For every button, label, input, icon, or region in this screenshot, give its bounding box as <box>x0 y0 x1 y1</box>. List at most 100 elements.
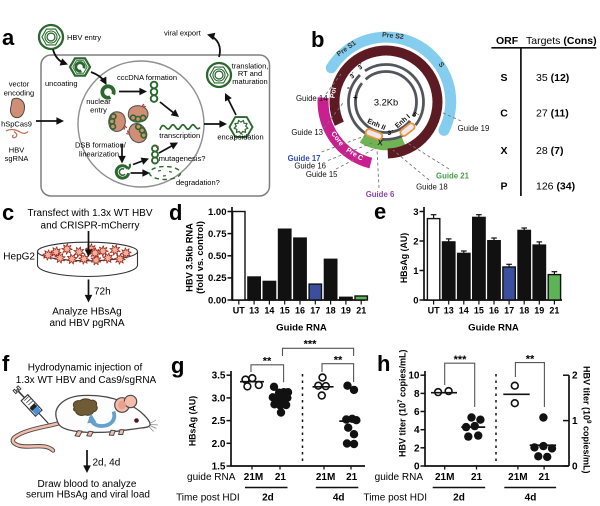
svg-text:X: X <box>500 145 507 157</box>
svg-text:encoding: encoding <box>4 89 34 98</box>
svg-text:UT: UT <box>428 305 440 315</box>
svg-text:2: 2 <box>414 443 420 454</box>
svg-text:16: 16 <box>489 305 499 315</box>
svg-text:and CRISPR-mCherry: and CRISPR-mCherry <box>41 221 140 232</box>
svg-text:2d: 2d <box>262 493 274 504</box>
svg-text:sgRNA: sgRNA <box>5 154 29 163</box>
svg-text:3.2Kb: 3.2Kb <box>374 98 398 108</box>
svg-text:HBV titer (109 copies/mL): HBV titer (109 copies/mL) <box>582 366 593 474</box>
svg-text:72h: 72h <box>94 287 111 298</box>
svg-text:Guide RNA: Guide RNA <box>276 323 327 334</box>
svg-text:HBV 3.5kb RNA: HBV 3.5kb RNA <box>185 223 195 292</box>
svg-text:0: 0 <box>572 462 578 473</box>
svg-text:S: S <box>437 61 446 69</box>
svg-text:5´: 5´ <box>411 111 420 120</box>
svg-text:Time post HDI: Time post HDI <box>363 493 427 504</box>
svg-text:Guide 18: Guide 18 <box>416 183 448 192</box>
svg-text:Transfect with 1.3x WT HBV: Transfect with 1.3x WT HBV <box>27 208 152 219</box>
svg-text:guide RNA: guide RNA <box>375 472 424 483</box>
svg-text:HepG2: HepG2 <box>3 252 35 263</box>
svg-text:3´: 3´ <box>349 71 358 80</box>
svg-text:vector: vector <box>9 80 30 89</box>
svg-text:HBsAg (AU): HBsAg (AU) <box>188 396 198 446</box>
svg-text:Guide 21: Guide 21 <box>436 172 470 181</box>
svg-text:3.5: 3.5 <box>212 371 226 382</box>
svg-text:f: f <box>2 351 10 376</box>
svg-text:**: ** <box>526 353 535 365</box>
svg-text:21: 21 <box>471 472 483 483</box>
svg-text:17: 17 <box>504 305 514 315</box>
svg-text:Analyze HBsAg: Analyze HBsAg <box>52 307 121 318</box>
svg-text:HBV: HBV <box>9 146 24 155</box>
svg-text:translation,: translation, <box>232 61 269 70</box>
svg-text:126 (34): 126 (34) <box>536 181 575 193</box>
svg-text:0: 0 <box>413 295 418 306</box>
svg-text:17: 17 <box>310 305 320 315</box>
svg-text:nuclear: nuclear <box>86 97 111 106</box>
svg-text:0.00: 0.00 <box>208 295 227 306</box>
svg-text:serum HBsAg and viral load: serum HBsAg and viral load <box>26 490 150 501</box>
svg-text:encapsidation: encapsidation <box>217 133 263 142</box>
svg-text:8: 8 <box>414 389 420 400</box>
svg-text:18: 18 <box>519 305 529 315</box>
svg-text:guide RNA: guide RNA <box>187 472 236 483</box>
svg-text:Guide 15: Guide 15 <box>306 170 338 179</box>
svg-text:35 (12): 35 (12) <box>536 72 569 84</box>
svg-text:Pol: Pol <box>329 87 338 99</box>
svg-text:b: b <box>311 27 324 52</box>
svg-text:21: 21 <box>275 472 287 483</box>
svg-text:1: 1 <box>572 416 578 427</box>
svg-text:15: 15 <box>474 305 484 315</box>
svg-text:Hydrodynamic injection of: Hydrodynamic injection of <box>28 363 143 374</box>
svg-text:0: 0 <box>414 462 420 473</box>
svg-text:C: C <box>500 108 508 120</box>
svg-text:3´: 3´ <box>357 62 366 71</box>
svg-text:X: X <box>377 138 383 148</box>
svg-text:-: - <box>347 83 350 92</box>
svg-text:0.75: 0.75 <box>208 229 227 240</box>
svg-text:degradation?: degradation? <box>176 178 220 187</box>
svg-text:6: 6 <box>414 407 420 418</box>
svg-text:(fold vs. control): (fold vs. control) <box>195 221 205 294</box>
svg-text:3: 3 <box>413 207 418 218</box>
svg-text:**: ** <box>263 356 272 368</box>
svg-text:14: 14 <box>264 305 274 315</box>
svg-text:4d: 4d <box>333 493 345 504</box>
svg-text:g: g <box>171 353 184 378</box>
svg-text:2d: 2d <box>453 493 465 504</box>
svg-text:c: c <box>2 200 14 225</box>
svg-text:21: 21 <box>346 472 358 483</box>
svg-text:21M: 21M <box>435 472 454 483</box>
svg-text:transcription: transcription <box>159 131 200 140</box>
svg-text:Guide 17: Guide 17 <box>288 154 321 163</box>
svg-text:1.3x WT HBV and Cas9/sgRNA: 1.3x WT HBV and Cas9/sgRNA <box>16 375 157 386</box>
svg-text:entry: entry <box>90 105 107 114</box>
svg-text:viral export: viral export <box>164 28 202 37</box>
svg-text:4: 4 <box>414 425 420 436</box>
svg-text:h: h <box>377 351 390 376</box>
svg-text:Targets (Cons): Targets (Cons) <box>526 35 597 47</box>
svg-text:Guide 19: Guide 19 <box>458 124 490 133</box>
svg-text:2.5: 2.5 <box>212 416 226 427</box>
svg-text:19: 19 <box>534 305 544 315</box>
svg-text:21M: 21M <box>316 472 335 483</box>
svg-text:***: *** <box>304 339 318 351</box>
svg-text:S: S <box>500 72 507 84</box>
svg-text:18: 18 <box>326 305 336 315</box>
svg-text:RT and: RT and <box>238 69 262 78</box>
svg-text:uncoating: uncoating <box>45 79 78 88</box>
svg-text:21: 21 <box>549 305 559 315</box>
svg-text:d: d <box>169 200 182 225</box>
svg-text:0.25: 0.25 <box>208 273 227 284</box>
svg-text:2d, 4d: 2d, 4d <box>93 458 121 469</box>
svg-text:2: 2 <box>572 371 578 382</box>
svg-text:15: 15 <box>280 305 290 315</box>
svg-text:14: 14 <box>459 305 469 315</box>
svg-text:***: *** <box>454 354 468 366</box>
svg-text:16: 16 <box>295 305 305 315</box>
svg-text:cccDNA formation: cccDNA formation <box>117 73 177 82</box>
svg-text:ORF: ORF <box>496 35 519 47</box>
svg-text:linearization: linearization <box>79 150 119 159</box>
svg-text:Pre S2: Pre S2 <box>382 32 405 41</box>
svg-text:UT: UT <box>233 305 245 315</box>
